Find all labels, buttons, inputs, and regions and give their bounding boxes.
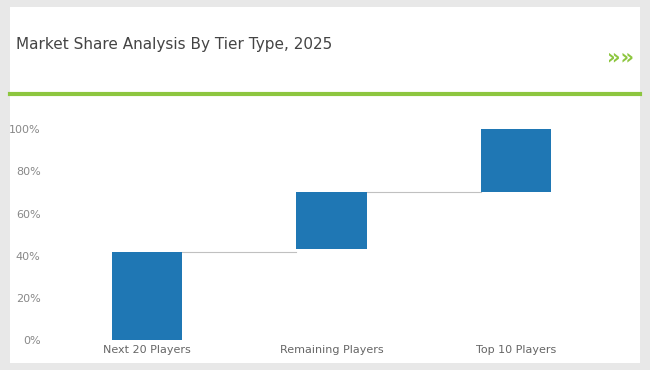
Bar (112, 252, 182, 340)
Bar (296, 192, 367, 249)
Text: »»: »» (606, 47, 634, 67)
Bar (481, 129, 551, 192)
Text: Market Share Analysis By Tier Type, 2025: Market Share Analysis By Tier Type, 2025 (16, 37, 333, 52)
